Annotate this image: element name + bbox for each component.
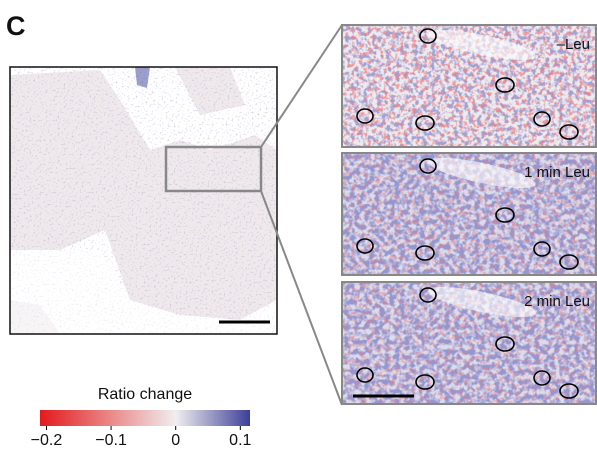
insets: –Leu 1 min Leu 2 min Leu — [342, 24, 596, 404]
colorbar-gradient — [40, 410, 250, 426]
figure: C –Leu 1 min Leu 2 min Leu Ratio change −0.… — [0, 0, 597, 456]
inset-image: –Leu — [342, 24, 596, 147]
inset-label: 1 min Leu — [524, 164, 590, 181]
overview-image — [10, 67, 277, 334]
colorbar-tick-label: −0.2 — [31, 432, 63, 449]
colorbar-tick-label: 0.1 — [229, 432, 251, 449]
colorbar-tick-label: −0.1 — [95, 432, 127, 449]
inset-image: 2 min Leu — [342, 281, 596, 404]
panel-label: C — [6, 11, 26, 41]
inset-label: 2 min Leu — [524, 293, 590, 310]
inset-label: –Leu — [557, 36, 590, 53]
colorbar-tick-label: 0 — [171, 432, 180, 449]
inset-image: 1 min Leu — [342, 152, 596, 275]
colorbar: Ratio change −0.2 −0.1 0 0.1 — [31, 386, 252, 449]
colorbar-title: Ratio change — [98, 386, 192, 403]
